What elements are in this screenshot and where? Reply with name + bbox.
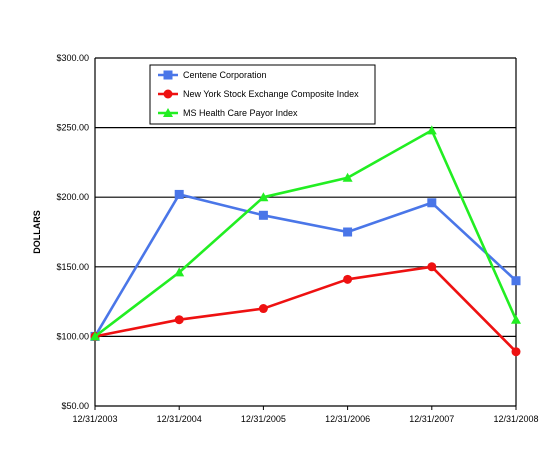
data-point-circle bbox=[163, 89, 173, 99]
data-point-triangle bbox=[342, 172, 353, 182]
data-point-circle bbox=[427, 262, 437, 272]
data-point-triangle bbox=[511, 314, 521, 324]
legend-label: New York Stock Exchange Composite Index bbox=[183, 89, 359, 99]
x-tick-label: 12/31/2007 bbox=[409, 414, 454, 424]
data-point-triangle bbox=[174, 267, 185, 277]
data-point-circle bbox=[174, 315, 184, 325]
y-tick-label: $150.00 bbox=[56, 262, 89, 272]
data-point-triangle bbox=[163, 108, 173, 117]
legend-box bbox=[149, 64, 376, 125]
data-point-square bbox=[511, 276, 521, 286]
series-group bbox=[90, 125, 521, 357]
data-point-square bbox=[343, 227, 353, 237]
data-point-circle bbox=[258, 304, 268, 314]
data-point-triangle bbox=[90, 331, 100, 341]
data-point-triangle bbox=[258, 192, 269, 202]
data-point-circle bbox=[511, 347, 521, 357]
x-tick-label: 12/31/2006 bbox=[325, 414, 370, 424]
legend: Centene Corporation New York Stock Exchan… bbox=[149, 64, 376, 125]
gridlines bbox=[94, 57, 517, 407]
y-axis-label: DOLLARS bbox=[32, 210, 42, 254]
y-tick-label: $200.00 bbox=[56, 192, 89, 202]
data-point-square bbox=[174, 189, 184, 199]
data-point-circle bbox=[343, 274, 353, 284]
data-point-square bbox=[427, 198, 437, 208]
series-line-ms-health-care-payor-index bbox=[94, 129, 518, 338]
x-tick-label: 12/31/2008 bbox=[493, 414, 538, 424]
series-line-new-york-stock-exchange-composite-index bbox=[94, 265, 517, 353]
data-point-square bbox=[258, 210, 268, 220]
x-tick-label: 12/31/2004 bbox=[157, 414, 202, 424]
data-point-square bbox=[163, 70, 173, 80]
y-tick-label: $300.00 bbox=[56, 53, 89, 63]
legend-label: Centene Corporation bbox=[183, 70, 267, 80]
legend-label: MS Health Care Payor Index bbox=[183, 108, 298, 118]
y-tick-label: $100.00 bbox=[56, 331, 89, 341]
x-tick-label: 12/31/2003 bbox=[72, 414, 117, 424]
series-line-centene-corporation bbox=[93, 193, 517, 338]
y-tick-label: $50.00 bbox=[61, 401, 89, 411]
data-point-triangle bbox=[426, 125, 437, 135]
x-tick-label: 12/31/2005 bbox=[241, 414, 286, 424]
y-axis: $50.00 $100.00 $150.00 $200.00 $250.00 $300.0… bbox=[56, 53, 89, 411]
y-tick-label: $250.00 bbox=[56, 123, 89, 133]
x-axis: 12/31/2003 12/31/2004 12/31/2005 12/31/2006… bbox=[72, 406, 539, 424]
